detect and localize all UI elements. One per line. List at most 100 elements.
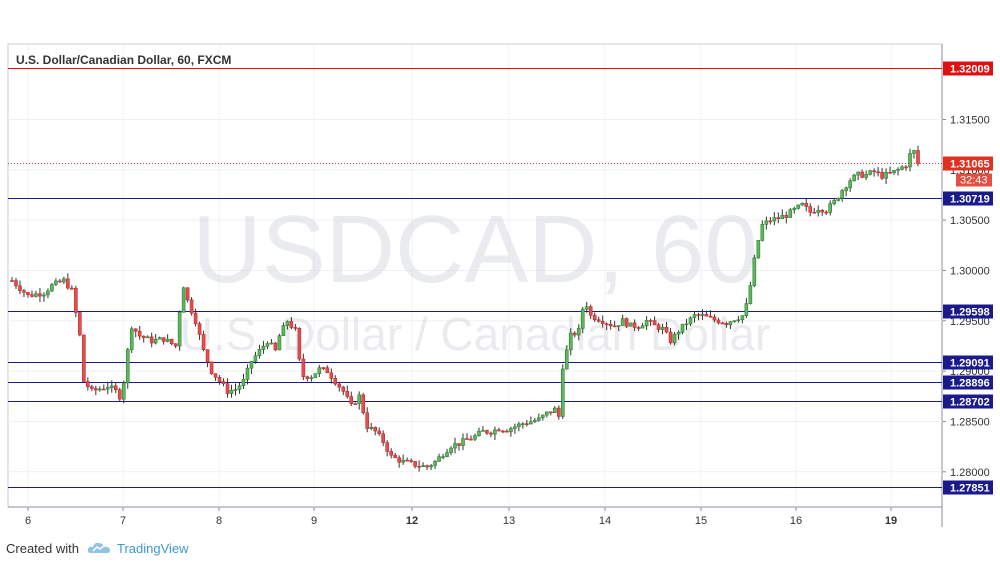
candle-body (880, 171, 884, 179)
candle-body (788, 209, 793, 218)
candle-body (712, 316, 717, 321)
candle-body (776, 217, 781, 220)
candle-body (652, 320, 657, 326)
watermark-symbol: USDCAD, 60 (192, 196, 758, 303)
y-tick-label: 1.30500 (950, 215, 990, 227)
candle-body (600, 320, 605, 325)
last-price-box (943, 156, 993, 171)
candle-body (505, 430, 509, 433)
level-label: 1.28896 (950, 378, 990, 390)
candle-body (333, 378, 338, 385)
candle-body (90, 386, 94, 389)
candle-body (297, 328, 302, 360)
candle-body (481, 430, 485, 432)
candle-body (281, 325, 286, 337)
candle-body (293, 327, 298, 329)
candle-body (445, 452, 449, 457)
candle-body (62, 278, 66, 283)
candle-body (225, 383, 230, 394)
candle-body (676, 332, 681, 335)
candle-body (525, 423, 529, 425)
candle-body (285, 321, 290, 326)
candle-body (628, 322, 633, 327)
candle-body (165, 338, 170, 342)
tradingview-brand[interactable]: TradingView (116, 540, 189, 556)
candle-body (800, 202, 805, 206)
candle-body (624, 318, 629, 327)
candle-body (46, 290, 50, 296)
candle-body (501, 430, 505, 433)
x-tick-label: 19 (885, 515, 897, 527)
candle-body (720, 322, 725, 325)
candle-body (836, 197, 840, 201)
candle-body (117, 389, 122, 400)
candle-body (169, 338, 174, 344)
candle-body (249, 361, 254, 369)
x-tick-label: 16 (790, 515, 802, 527)
candle-body (728, 321, 733, 326)
candle-body (553, 407, 557, 413)
candle-body (608, 324, 613, 327)
candle-body (329, 372, 334, 379)
plot-area (7, 43, 943, 508)
candle-body (177, 312, 182, 347)
candle-body (489, 432, 493, 435)
candle-body (744, 303, 749, 316)
candle-body (509, 428, 513, 433)
candle-body (816, 209, 821, 213)
y-tick-label: 1.28000 (950, 467, 990, 479)
candle-body (109, 385, 114, 388)
candle-body (437, 456, 441, 462)
level-label: 1.28702 (950, 397, 990, 409)
candle-body (592, 314, 597, 321)
candle-body (916, 150, 920, 165)
candle-body (912, 150, 916, 154)
candle-body (193, 312, 198, 325)
candle-body (101, 388, 106, 391)
candle-body (760, 224, 765, 241)
candle-body (321, 367, 326, 369)
created-with-label: Created with (6, 540, 79, 556)
candle-body (648, 320, 653, 322)
candle-body (604, 323, 609, 326)
candle-body (393, 454, 397, 458)
candle-body (473, 435, 477, 440)
candle-body (277, 335, 282, 351)
candle-body (401, 459, 405, 463)
candle-body (413, 461, 417, 467)
candle-body (748, 285, 753, 304)
candle-body (409, 460, 413, 462)
candle-body (469, 438, 473, 441)
candle-body (369, 426, 374, 429)
candle-body (560, 368, 565, 417)
candle-body (764, 220, 769, 225)
candle-body (237, 385, 242, 390)
level-label-box (943, 375, 993, 390)
level-label-box (943, 355, 993, 370)
candle-body (856, 171, 860, 176)
countdown-label: 32:43 (960, 175, 988, 187)
candle-body (377, 430, 381, 435)
candle-body (616, 325, 621, 327)
candle-body (70, 287, 74, 290)
level-label-box (943, 304, 993, 319)
candle-body (529, 421, 533, 425)
candle-body (864, 174, 868, 178)
level-label-box (943, 191, 993, 206)
y-tick-label: 1.30000 (950, 265, 990, 277)
candle-body (74, 287, 78, 313)
candle-body (588, 306, 593, 316)
candle-body (564, 349, 569, 370)
candle-body (732, 320, 737, 323)
candle-body (141, 335, 146, 339)
candle-body (700, 313, 705, 316)
candle-body (640, 325, 645, 329)
candle-body (209, 361, 214, 374)
candle-body (433, 460, 437, 466)
candle-body (229, 389, 234, 394)
level-label: 1.29091 (950, 358, 990, 370)
candle-body (425, 465, 429, 468)
candle-body (38, 293, 42, 297)
footer: Created with TradingView (6, 538, 189, 558)
